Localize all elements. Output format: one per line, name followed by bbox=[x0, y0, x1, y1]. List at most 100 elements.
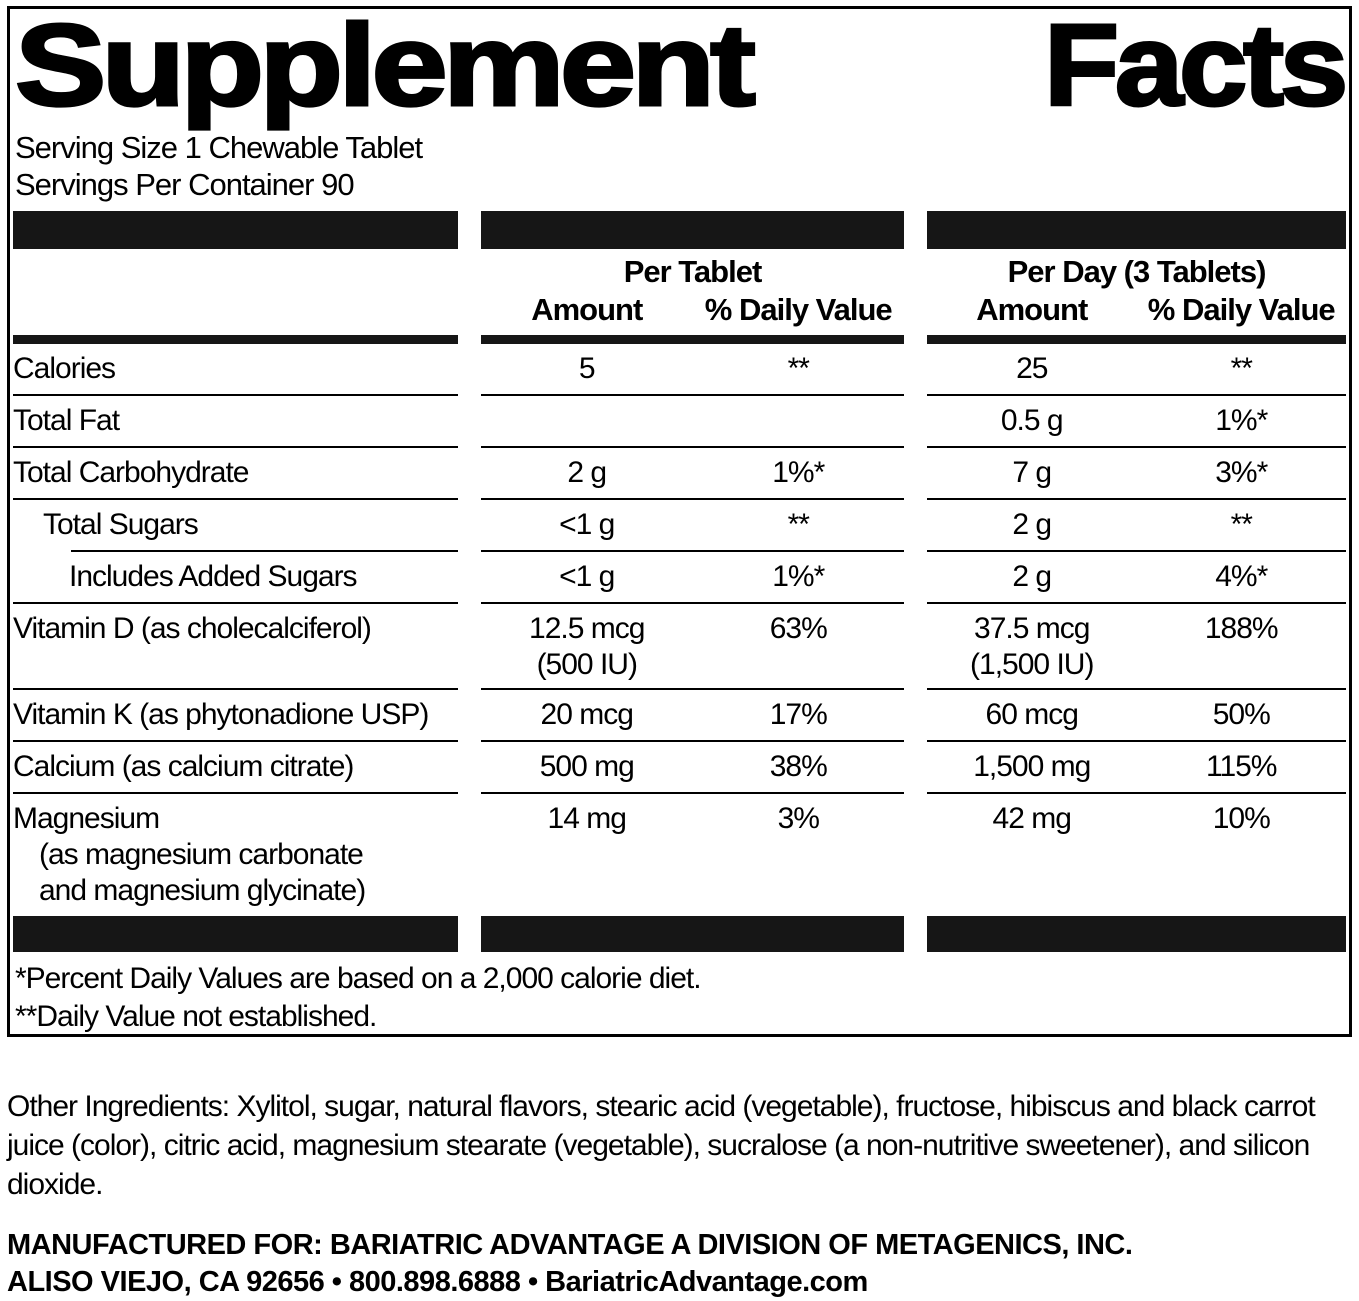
nutrient-label: Total Carbohydrate bbox=[13, 456, 249, 489]
per-tablet-header-group: Per Tablet Amount % Daily Value bbox=[481, 253, 904, 335]
per-day-amount: 2 g bbox=[927, 559, 1137, 597]
row-divider bbox=[927, 602, 1346, 604]
title-word-facts: Facts bbox=[1042, 0, 1349, 130]
nutrient-label-cell: Vitamin K (as phytonadione USP) bbox=[13, 697, 458, 735]
row-divider bbox=[13, 394, 458, 396]
per-day-amount-line: 37.5 mcg bbox=[974, 612, 1090, 645]
row-divider bbox=[481, 792, 904, 794]
per-day-amount: 7 g bbox=[927, 455, 1137, 493]
divider-bar-right bbox=[927, 335, 1346, 344]
per-tablet-amount: 20 mcg bbox=[481, 697, 693, 735]
nutrient-label: Total Fat bbox=[13, 404, 120, 437]
row-divider bbox=[13, 498, 458, 500]
per-day-cell: 42 mg 10% bbox=[927, 801, 1346, 909]
per-tablet-cell: 5 ** bbox=[481, 351, 904, 389]
nutrient-row: Vitamin D (as cholecalciferol) 12.5 mcg (5… bbox=[13, 604, 1346, 690]
row-divider bbox=[481, 602, 904, 604]
per-tablet-cell: <1 g ** bbox=[481, 507, 904, 545]
per-day-amount: 25 bbox=[927, 351, 1137, 389]
row-divider bbox=[927, 550, 1346, 552]
nutrient-label: Includes Added Sugars bbox=[69, 560, 358, 593]
nutrient-label: Total Sugars bbox=[43, 508, 199, 541]
per-tablet-daily-value bbox=[693, 403, 905, 441]
per-day-amount: 42 mg bbox=[927, 801, 1137, 909]
nutrient-row: Calories 5 ** 25 ** bbox=[13, 344, 1346, 396]
manufactured-for-line: MANUFACTURED FOR: BARIATRIC ADVANTAGE A … bbox=[7, 1229, 1133, 1261]
per-day-cell: 25 ** bbox=[927, 351, 1346, 389]
per-day-amount-header: Amount bbox=[976, 292, 1088, 327]
per-day-cell: 2 g ** bbox=[927, 507, 1346, 545]
row-divider bbox=[481, 498, 904, 500]
nutrient-label: Calories bbox=[13, 352, 116, 385]
per-tablet-daily-value: ** bbox=[787, 352, 810, 385]
per-day-amount: 37.5 mcg (1,500 IU) bbox=[927, 611, 1137, 683]
per-day-amount-line: (1,500 IU) bbox=[970, 648, 1094, 681]
per-day-cell: 60 mcg 50% bbox=[927, 697, 1346, 735]
row-divider bbox=[927, 498, 1346, 500]
header-bar-right bbox=[927, 211, 1346, 249]
per-day-daily-value: 1%* bbox=[1215, 404, 1268, 437]
row-divider bbox=[13, 688, 458, 690]
per-day-amount-line: 2 g bbox=[1012, 560, 1052, 593]
per-day-daily-value: ** bbox=[1230, 508, 1253, 541]
per-tablet-amount-line: 20 mcg bbox=[540, 698, 634, 731]
per-day-cell: 37.5 mcg (1,500 IU) 188% bbox=[927, 611, 1346, 683]
per-tablet-daily-value-header: % Daily Value bbox=[704, 292, 893, 327]
per-day-amount: 0.5 g bbox=[927, 403, 1137, 441]
per-day-daily-value: 50% bbox=[1212, 698, 1271, 731]
per-tablet-cell: 12.5 mcg (500 IU) 63% bbox=[481, 611, 904, 683]
panel-title: Supplement Facts bbox=[13, 0, 1350, 130]
per-day-amount-line: 25 bbox=[1016, 352, 1048, 385]
manufacturer-info: MANUFACTURED FOR: BARIATRIC ADVANTAGE A … bbox=[7, 1227, 1347, 1301]
row-divider bbox=[927, 688, 1346, 690]
per-tablet-amount-line: <1 g bbox=[559, 560, 615, 593]
per-tablet-amount: 14 mg bbox=[481, 801, 693, 909]
footer-bar-right bbox=[927, 916, 1346, 952]
nutrient-label: Magnesium bbox=[13, 802, 160, 835]
other-ingredients-text: Other Ingredients: Xylitol, sugar, natur… bbox=[7, 1090, 1316, 1201]
per-day-amount-line: 0.5 g bbox=[1000, 404, 1064, 437]
per-tablet-amount-line: (500 IU) bbox=[536, 648, 638, 681]
per-tablet-cell: <1 g 1%* bbox=[481, 559, 904, 597]
footnotes: *Percent Daily Values are based on a 2,0… bbox=[13, 952, 1346, 1036]
per-day-daily-value: 188% bbox=[1204, 612, 1279, 645]
per-tablet-amount: 12.5 mcg (500 IU) bbox=[481, 611, 693, 683]
row-divider bbox=[927, 394, 1346, 396]
row-divider bbox=[13, 792, 458, 794]
row-divider bbox=[927, 792, 1346, 794]
per-day-amount-line: 7 g bbox=[1012, 456, 1052, 489]
per-day-amount-line: 1,500 mg bbox=[973, 750, 1091, 783]
per-day-amount-line: 60 mcg bbox=[985, 698, 1079, 731]
per-day-daily-value: 4%* bbox=[1215, 560, 1268, 593]
per-day-daily-value: 10% bbox=[1212, 802, 1271, 835]
per-tablet-amount-line: 14 mg bbox=[547, 802, 627, 835]
nutrient-row: Calcium (as calcium citrate) 500 mg 38% 1,5… bbox=[13, 742, 1346, 794]
row-divider bbox=[13, 602, 458, 604]
nutrient-label-cell: Total Fat bbox=[13, 403, 458, 441]
header-bar-left bbox=[13, 211, 458, 249]
row-divider bbox=[71, 550, 458, 552]
divider-bar-middle bbox=[481, 335, 904, 344]
per-day-cell: 7 g 3%* bbox=[927, 455, 1346, 493]
nutrient-label: Vitamin D (as cholecalciferol) bbox=[13, 612, 372, 645]
row-divider bbox=[481, 394, 904, 396]
title-word-supplement: Supplement bbox=[13, 0, 757, 130]
per-day-amount: 1,500 mg bbox=[927, 749, 1137, 787]
per-day-daily-value-header: % Daily Value bbox=[1147, 292, 1336, 327]
per-day-daily-value: ** bbox=[1230, 352, 1253, 385]
footer-bar-left bbox=[13, 916, 458, 952]
per-tablet-cell: 500 mg 38% bbox=[481, 749, 904, 787]
row-divider bbox=[481, 446, 904, 448]
header-bar-middle bbox=[481, 211, 904, 249]
per-day-daily-value: 3%* bbox=[1215, 456, 1268, 489]
per-tablet-amount: 500 mg bbox=[481, 749, 693, 787]
per-tablet-daily-value: 1%* bbox=[772, 456, 825, 489]
nutrient-row: Total Carbohydrate 2 g 1%* 7 g 3%* bbox=[13, 448, 1346, 500]
nutrient-row: Vitamin K (as phytonadione USP) 20 mcg 17%… bbox=[13, 690, 1346, 742]
row-divider bbox=[481, 688, 904, 690]
nutrient-row: Includes Added Sugars <1 g 1%* 2 g 4%* bbox=[13, 552, 1346, 604]
per-day-amount-line: 42 mg bbox=[992, 802, 1072, 835]
per-day-cell: 1,500 mg 115% bbox=[927, 749, 1346, 787]
per-tablet-amount-line: 12.5 mcg bbox=[529, 612, 645, 645]
nutrient-label-cell: Total Carbohydrate bbox=[13, 455, 458, 493]
